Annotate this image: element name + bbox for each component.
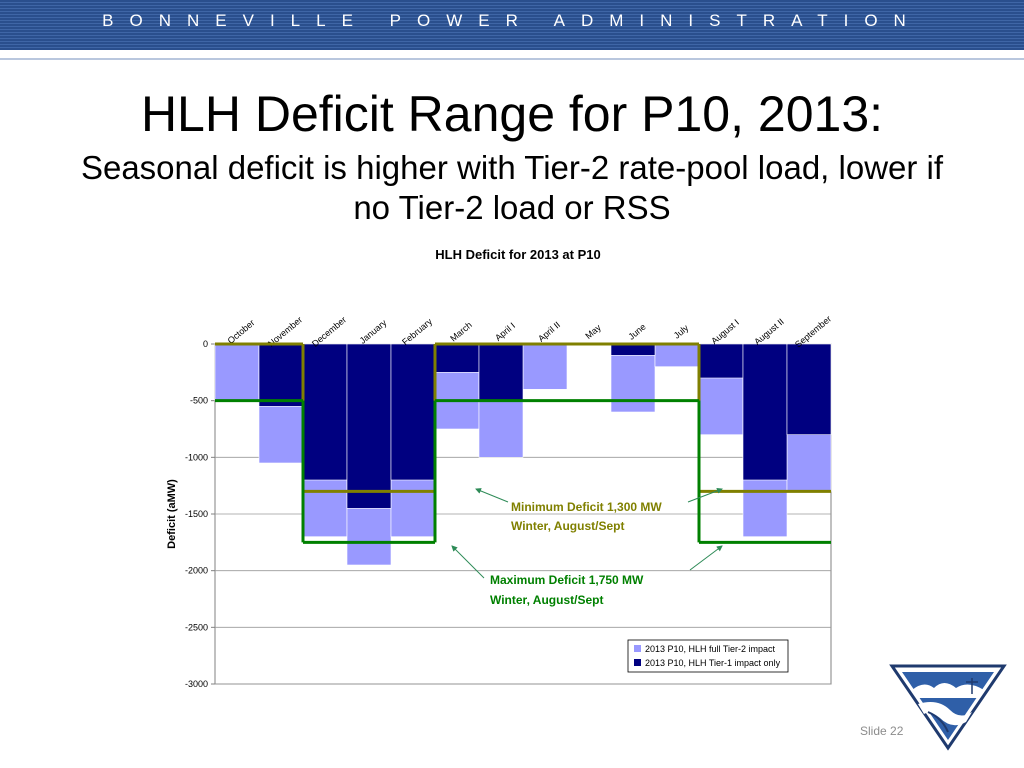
bar-tier1 <box>390 343 436 481</box>
bar-tier1 <box>610 343 656 356</box>
category-label: February <box>400 316 434 347</box>
min-annotation-arrow-right <box>687 487 723 503</box>
category-label: April I <box>493 320 517 342</box>
y-tick-label: -1500 <box>185 509 208 519</box>
bar-tier2 <box>522 343 568 390</box>
legend-box <box>627 639 789 673</box>
legend-swatch <box>634 659 641 666</box>
category-label: October <box>226 318 257 346</box>
y-tick-label: 0 <box>203 339 208 349</box>
max-deficit-annotation-detail: Winter, August/Sept <box>490 593 603 607</box>
max-annotation-arrow-right <box>689 545 723 571</box>
bar-tier2 <box>214 343 260 401</box>
chart-title: HLH Deficit for 2013 at P10 <box>435 247 600 262</box>
bar-tier1 <box>478 343 524 401</box>
legend-swatch <box>634 645 641 652</box>
min-deficit-annotation: Minimum Deficit 1,300 MW <box>511 500 662 514</box>
bar-tier2 <box>654 343 700 367</box>
category-label: January <box>358 317 389 346</box>
bar-tier1 <box>786 343 832 435</box>
legend-label: 2013 P10, HLH Tier-1 impact only <box>645 658 781 668</box>
bar-tier1 <box>698 343 744 379</box>
y-tick-label: -500 <box>190 396 208 406</box>
y-tick-label: -3000 <box>185 679 208 689</box>
organization-name: BONNEVILLE POWER ADMINISTRATION <box>102 11 922 30</box>
bpa-logo <box>889 664 1007 751</box>
bar-tier1 <box>258 343 304 407</box>
header-banner: BONNEVILLE POWER ADMINISTRATION <box>0 0 1024 50</box>
category-label: July <box>672 322 691 340</box>
category-label: March <box>448 320 474 344</box>
slide-number: Slide 22 <box>860 724 904 738</box>
bar-tier1 <box>346 343 392 509</box>
bar-tier1 <box>434 343 480 373</box>
category-label: August II <box>752 316 786 346</box>
max-deficit-annotation: Maximum Deficit 1,750 MW <box>490 573 644 587</box>
category-label: June <box>626 322 647 342</box>
bar-tier1 <box>302 343 348 481</box>
y-axis-label: Deficit (aMW) <box>166 479 178 549</box>
bar-tier1 <box>742 343 788 481</box>
category-label: August I <box>709 317 741 346</box>
y-tick-label: -1000 <box>185 452 208 462</box>
category-label: April II <box>536 320 562 344</box>
min-annotation-arrow-left <box>475 488 509 503</box>
legend-label: 2013 P10, HLH full Tier-2 impact <box>645 644 776 654</box>
min-deficit-annotation-detail: Winter, August/Sept <box>511 519 624 533</box>
header-divider <box>0 58 1024 60</box>
category-label: May <box>583 322 603 341</box>
y-tick-label: -2500 <box>185 622 208 632</box>
slide-subtitle: Seasonal deficit is higher with Tier-2 r… <box>80 149 944 226</box>
slide-title: HLH Deficit Range for P10, 2013: <box>140 86 884 142</box>
y-tick-label: -2000 <box>185 566 208 576</box>
max-annotation-arrow-left <box>451 545 485 579</box>
